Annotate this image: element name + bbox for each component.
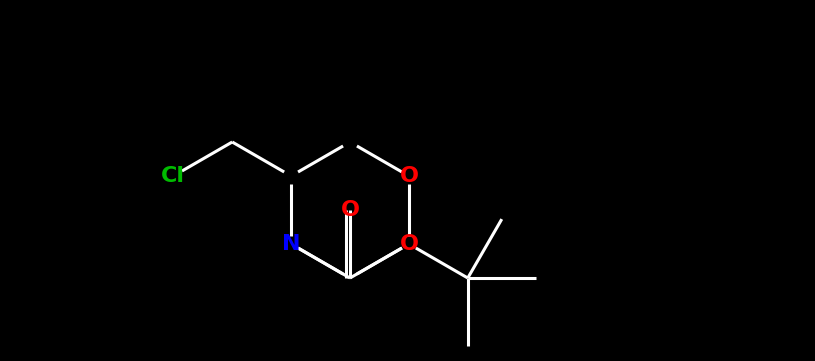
Text: O: O [399, 234, 418, 254]
Text: N: N [282, 234, 301, 254]
Text: Cl: Cl [161, 166, 185, 186]
Text: O: O [399, 166, 418, 186]
Text: O: O [341, 200, 359, 220]
